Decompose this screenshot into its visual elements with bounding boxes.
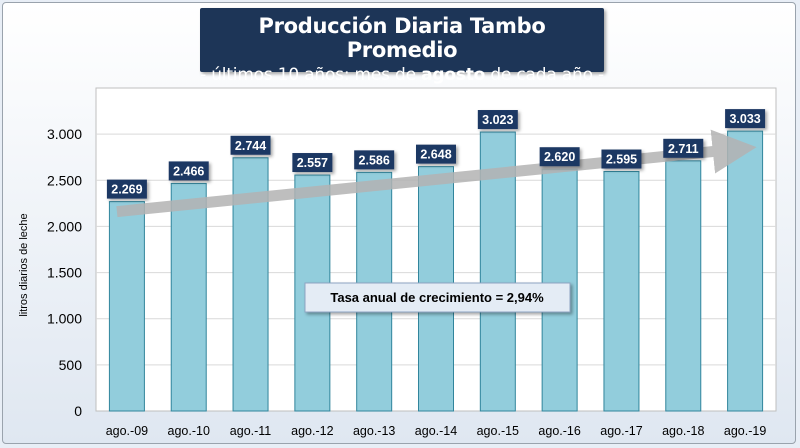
- annotation-box: [304, 282, 571, 313]
- value-label-box: [539, 147, 580, 167]
- bar: [665, 160, 702, 412]
- value-label-box: [601, 149, 642, 169]
- value-label: 2.711: [668, 142, 699, 156]
- annotation-text: Tasa anual de crecimiento = 2,94%: [330, 290, 544, 305]
- x-tick-label: ago.-14: [415, 424, 457, 438]
- subtitle-part-1: - últimos 10 años: mes de: [200, 65, 422, 85]
- value-label: 2.744: [235, 139, 266, 153]
- value-label-box: [663, 138, 704, 158]
- y-tick-label: 2.500: [47, 172, 82, 188]
- chart-title: Producción Diaria Tambo Promedio: [258, 14, 546, 62]
- x-tick-label: ago.-09: [106, 424, 148, 438]
- bar: [727, 130, 764, 412]
- value-label-box: [230, 135, 271, 155]
- chart-title-box: Producción Diaria Tambo Promedio - últim…: [200, 8, 604, 85]
- subtitle-month: agosto: [421, 65, 486, 85]
- value-label-box: [354, 150, 395, 170]
- value-label: 2.557: [297, 156, 328, 170]
- x-tick-label: ago.-11: [230, 424, 272, 438]
- value-label: 2.466: [173, 164, 204, 178]
- value-label: 3.033: [729, 112, 760, 126]
- x-tick-label: ago.-18: [662, 424, 704, 438]
- bar: [108, 201, 145, 412]
- y-tick-label: 0: [74, 403, 82, 419]
- y-tick-label: 3.000: [47, 126, 82, 142]
- value-label: 3.023: [482, 113, 513, 127]
- chart-subtitle: - últimos 10 años: mes de agosto de cada…: [200, 65, 604, 85]
- x-tick-label: ago.-15: [477, 424, 519, 438]
- value-label-box: [292, 153, 333, 173]
- value-label: 2.269: [111, 183, 142, 197]
- value-label-box: [477, 110, 518, 130]
- x-tick-label: ago.-19: [724, 424, 766, 438]
- value-label-box: [168, 161, 209, 181]
- value-label: 2.595: [606, 153, 637, 167]
- value-label-box: [416, 144, 456, 164]
- y-tick-label: 1.000: [47, 311, 82, 327]
- x-tick-label: ago.-13: [353, 424, 395, 438]
- y-tick-label: 1.500: [47, 265, 82, 281]
- value-label: 2.586: [359, 153, 390, 167]
- value-label-box: [725, 109, 766, 129]
- x-tick-label: ago.-16: [538, 424, 580, 438]
- value-label: 2.620: [544, 150, 575, 164]
- subtitle-part-2: de cada año -: [485, 65, 604, 85]
- x-tick-label: ago.-10: [168, 424, 210, 438]
- x-tick-label: ago.-12: [291, 424, 333, 438]
- bar: [603, 171, 640, 412]
- bar: [170, 182, 207, 412]
- y-tick-label: 500: [59, 357, 83, 373]
- x-tick-label: ago.-17: [600, 424, 642, 438]
- y-tick-label: 2.000: [47, 218, 82, 234]
- value-label: 2.648: [420, 148, 451, 162]
- value-label-box: [106, 179, 147, 199]
